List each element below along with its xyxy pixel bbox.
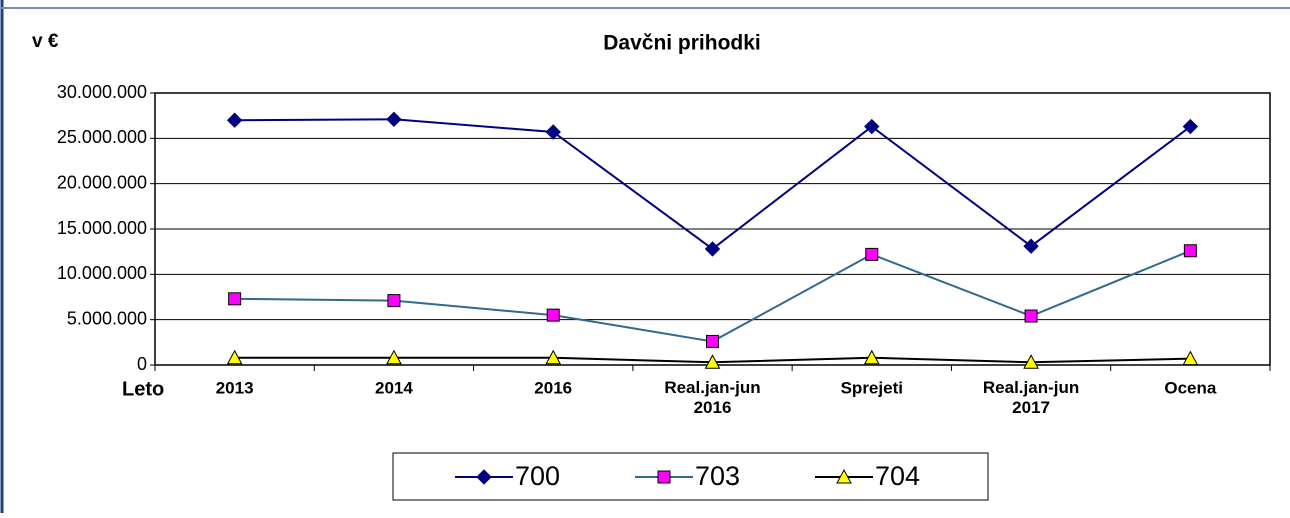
x-tick-label: Real.jan-jun 2017 bbox=[983, 378, 1079, 417]
y-tick-label: 10.000.000 bbox=[57, 263, 147, 283]
data-point bbox=[1024, 309, 1038, 323]
legend-label: 703 bbox=[695, 461, 740, 491]
data-point bbox=[704, 354, 721, 369]
x-tick-label: Sprejeti bbox=[841, 378, 903, 397]
unit-label: v € bbox=[32, 31, 59, 52]
data-point bbox=[1182, 350, 1199, 366]
data-point bbox=[545, 124, 561, 140]
data-point bbox=[545, 349, 562, 365]
y-tick-label: 30.000.000 bbox=[57, 82, 147, 102]
y-tick-label: 15.000.000 bbox=[57, 218, 147, 238]
chart-title: Davčni prihodki bbox=[603, 32, 761, 55]
x-tick-label: Real.jan-jun 2016 bbox=[664, 378, 760, 417]
x-tick-label: 2016 bbox=[534, 378, 572, 397]
y-tick-label: 25.000.000 bbox=[57, 127, 147, 147]
data-point bbox=[386, 349, 402, 365]
legend-label: 704 bbox=[875, 461, 920, 491]
data-point bbox=[226, 112, 243, 128]
x-tick-label: Ocena bbox=[1164, 378, 1217, 397]
legend-label: 700 bbox=[515, 461, 560, 491]
data-point bbox=[704, 241, 721, 257]
y-tick-label: 20.000.000 bbox=[57, 172, 147, 192]
legend-marker bbox=[476, 469, 492, 485]
data-point bbox=[865, 247, 879, 261]
data-point bbox=[1023, 238, 1039, 254]
data-point bbox=[546, 308, 560, 322]
data-point bbox=[706, 334, 719, 348]
legend-marker bbox=[657, 470, 671, 484]
data-point bbox=[386, 111, 402, 128]
data-point bbox=[1182, 118, 1199, 135]
series-line bbox=[234, 249, 1191, 343]
data-point bbox=[863, 349, 880, 365]
data-point bbox=[228, 292, 242, 306]
data-point bbox=[387, 294, 401, 308]
data-point bbox=[1023, 354, 1039, 369]
y-tick-label: 0 bbox=[137, 354, 147, 374]
x-axis-label: Leto bbox=[122, 378, 164, 400]
x-tick-label: 2014 bbox=[375, 378, 413, 397]
data-point bbox=[226, 349, 243, 365]
data-point bbox=[864, 118, 880, 135]
legend-marker bbox=[836, 468, 852, 484]
x-tick-label: 2013 bbox=[216, 378, 254, 397]
data-point bbox=[1183, 244, 1197, 258]
y-tick-label: 5.000.000 bbox=[67, 308, 147, 328]
